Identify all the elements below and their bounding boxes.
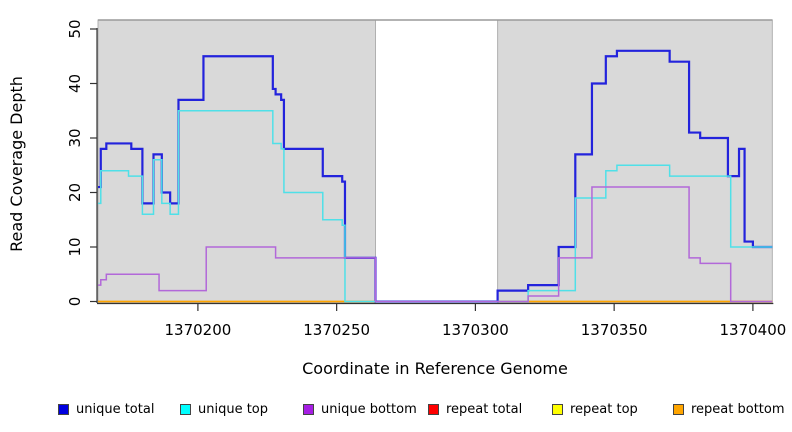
x-tick-label: 1370250 [303, 321, 370, 339]
x-tick-label: 1370200 [164, 321, 231, 339]
x-tick-label: 1370300 [442, 321, 509, 339]
legend-item-unique-total: unique total [58, 401, 154, 417]
legend-swatch-icon [58, 403, 69, 415]
legend-item-repeat-top: repeat top [552, 401, 638, 417]
series-unique-total [98, 49, 773, 303]
legend-label: unique bottom [321, 401, 417, 417]
x-tick-label: 1370400 [719, 321, 786, 339]
y-tick-label: 20 [66, 183, 84, 202]
series-unique-bottom [98, 186, 773, 303]
legend-swatch-icon [303, 403, 314, 415]
legend-item-unique-top: unique top [180, 401, 268, 417]
x-axis-title: Coordinate in Reference Genome [302, 359, 568, 378]
legend-label: repeat total [446, 401, 523, 417]
y-axis-title: Read Coverage Depth [7, 76, 26, 252]
legend-label: unique total [76, 401, 155, 417]
legend-label: repeat top [570, 401, 638, 417]
covered-region [97, 19, 376, 304]
y-tick-label: 0 [66, 297, 84, 307]
legend-item-repeat-total: repeat total [428, 401, 522, 417]
legend-item-unique-bottom: unique bottom [303, 401, 417, 417]
y-tick-label: 50 [66, 19, 84, 38]
series-unique-top [98, 110, 773, 303]
legend-label: repeat bottom [691, 401, 785, 417]
plot-canvas: 0 10 20 30 40 50 1370200 1370250 1370300 1370350 1… [7, 19, 786, 378]
legend-label: unique top [198, 401, 269, 417]
legend-swatch-icon [180, 403, 191, 415]
legend: unique total unique top unique bottom repea… [0, 401, 792, 421]
x-tick-label: 1370350 [581, 321, 648, 339]
y-tick-label: 10 [66, 237, 84, 256]
legend-swatch-icon [552, 403, 563, 415]
covered-region [497, 19, 773, 304]
y-tick-label: 30 [66, 128, 84, 147]
legend-swatch-icon [428, 403, 439, 415]
legend-swatch-icon [673, 403, 684, 415]
y-tick-label: 40 [66, 74, 84, 93]
legend-item-repeat-bottom: repeat bottom [673, 401, 785, 417]
